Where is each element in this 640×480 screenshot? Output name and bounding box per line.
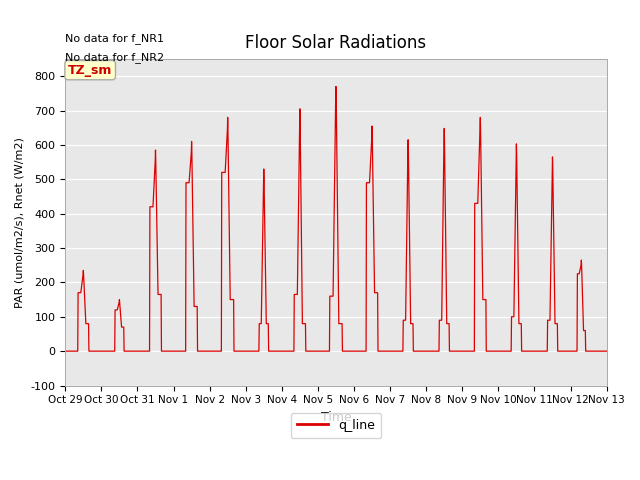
Text: TZ_sm: TZ_sm [68,64,113,77]
Text: No data for f_NR1: No data for f_NR1 [65,33,164,44]
Y-axis label: PAR (umol/m2/s), Rnet (W/m2): PAR (umol/m2/s), Rnet (W/m2) [15,137,25,308]
Title: Floor Solar Radiations: Floor Solar Radiations [245,34,426,52]
Text: No data for f_NR2: No data for f_NR2 [65,52,164,63]
Legend: q_line: q_line [291,412,381,438]
X-axis label: Time: Time [321,411,351,424]
